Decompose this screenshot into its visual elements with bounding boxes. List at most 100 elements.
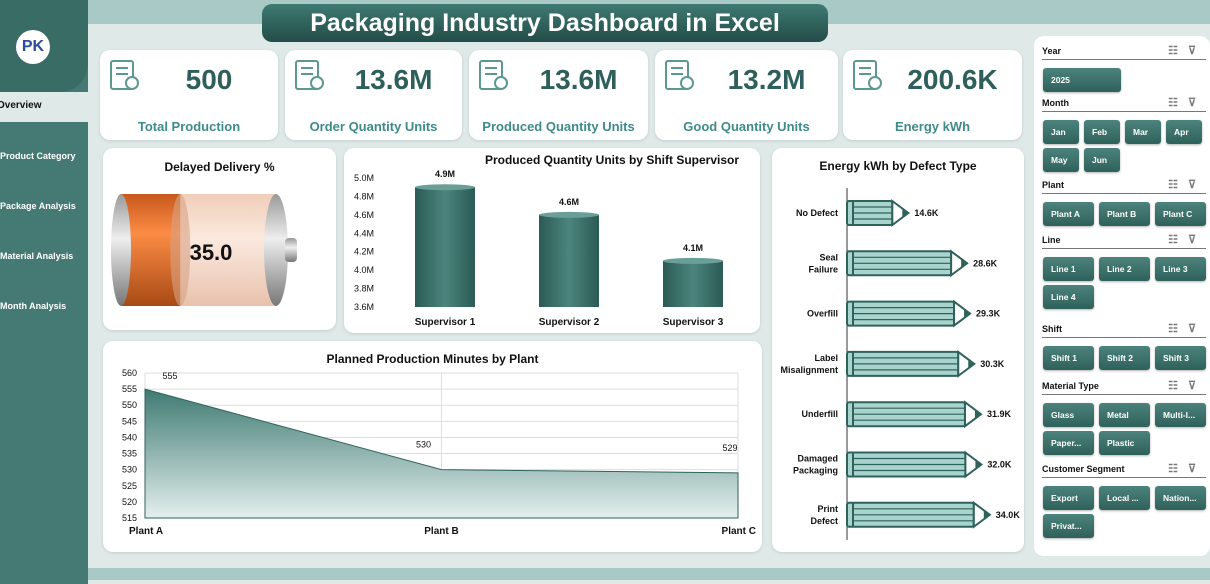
nav-package-analysis[interactable]: Package Analysis (0, 201, 88, 211)
network-icon (479, 60, 508, 90)
nav-label: Package Analysis (0, 201, 76, 211)
slicer-button[interactable]: Plant B (1099, 202, 1150, 226)
clear-filter-icon[interactable]: ⊽ (1187, 179, 1206, 191)
nav-material-analysis[interactable]: Material Analysis (0, 251, 88, 261)
category-label: Packaging (793, 466, 838, 476)
kpi-card: 13.6M Order Quantity Units (285, 50, 462, 140)
slicer-button[interactable]: May (1043, 148, 1079, 172)
slicer-button[interactable]: Feb (1084, 120, 1120, 144)
y-tick-label: 530 (122, 465, 137, 475)
y-tick-label: 4.2M (354, 247, 374, 257)
checklist-icon (110, 60, 139, 90)
slicer-button[interactable]: 2025 (1043, 68, 1121, 92)
slicer-button[interactable]: Shift 2 (1099, 346, 1150, 370)
clear-filter-icon[interactable]: ⊽ (1187, 45, 1206, 57)
clear-filter-icon[interactable]: ⊽ (1187, 323, 1206, 335)
slicer-button[interactable]: Shift 1 (1043, 346, 1094, 370)
slicer-button[interactable]: Nation... (1155, 486, 1206, 510)
delayed-title: Delayed Delivery % (164, 160, 275, 174)
y-tick-label: 3.6M (354, 302, 374, 312)
slicer-button[interactable]: Plastic (1099, 431, 1150, 455)
data-label: 30.3K (980, 359, 1005, 369)
multi-select-icon[interactable]: ☷ (1168, 45, 1188, 57)
bottom-strip (88, 568, 1210, 580)
multi-select-icon[interactable]: ☷ (1168, 323, 1188, 335)
clear-filter-icon[interactable]: ⊽ (1187, 380, 1206, 392)
nav-overview[interactable]: Overview (0, 92, 88, 122)
data-label: 529 (722, 443, 737, 453)
slicer-button[interactable]: Line 3 (1155, 257, 1206, 281)
multi-select-icon[interactable]: ☷ (1168, 97, 1188, 109)
kpi-label: Energy kWh (894, 119, 971, 134)
data-label: 4.9M (435, 169, 455, 179)
data-label: 29.3K (976, 309, 1001, 319)
slicer-title: Line (1042, 235, 1061, 245)
battery-fill-edge (170, 194, 191, 306)
nav-product-category[interactable]: Product Category (0, 151, 88, 161)
slicer-button[interactable]: Multi-l... (1155, 403, 1206, 427)
slicer-button[interactable]: Jan (1043, 120, 1079, 144)
clear-filter-icon[interactable]: ⊽ (1187, 234, 1206, 246)
slicer-panel: Year ☷⊽ 2025 Month ☷⊽ Jan Feb Mar Apr May Jun Plant… (1034, 36, 1210, 556)
pencil-point (964, 309, 971, 318)
y-tick-label: 4.6M (354, 210, 374, 220)
kpi-card: 13.6M Produced Quantity Units (469, 50, 648, 140)
kpi-label: Good Quantity Units (683, 119, 810, 134)
slicer-title: Year (1042, 46, 1062, 56)
category-label: Underfill (801, 409, 838, 419)
data-label: 34.0K (996, 510, 1021, 520)
slicer-header: Shift ☷⊽ (1042, 323, 1206, 338)
slicer-button[interactable]: Paper... (1043, 431, 1094, 455)
y-tick-label: 560 (122, 368, 137, 378)
clear-filter-icon[interactable]: ⊽ (1187, 97, 1206, 109)
bar (663, 260, 723, 307)
bar-top (415, 184, 475, 191)
pencil-tip (957, 349, 976, 378)
slicer-button[interactable]: Metal (1099, 403, 1150, 427)
dashboard-title: Packaging Industry Dashboard in Excel (262, 4, 828, 42)
data-label: 32.0K (987, 460, 1012, 470)
data-label: 555 (162, 371, 177, 381)
slicer-button[interactable]: Line 2 (1099, 257, 1150, 281)
y-tick-label: 545 (122, 416, 137, 426)
delayed-value: 35.0 (190, 240, 233, 265)
slicer-button[interactable]: Plant A (1043, 202, 1094, 226)
slicer-button[interactable]: Privat... (1043, 514, 1094, 538)
multi-select-icon[interactable]: ☷ (1168, 463, 1188, 475)
slicer-button[interactable]: Export (1043, 486, 1094, 510)
slicer-button[interactable]: Local ... (1099, 486, 1150, 510)
x-tick-label: Supervisor 3 (663, 317, 724, 328)
multi-select-icon[interactable]: ☷ (1168, 234, 1188, 246)
data-label: 14.6K (914, 208, 939, 218)
slicer-button[interactable]: Mar (1125, 120, 1161, 144)
nav-label: Overview (0, 100, 42, 111)
multi-select-icon[interactable]: ☷ (1168, 179, 1188, 191)
data-label: 31.9K (987, 409, 1012, 419)
slicer-button[interactable]: Glass (1043, 403, 1094, 427)
slicer-title: Material Type (1042, 381, 1099, 391)
category-label: Defect (810, 516, 838, 526)
slicer-button[interactable]: Line 1 (1043, 257, 1094, 281)
nav-month-analysis[interactable]: Month Analysis (0, 301, 88, 311)
y-tick-label: 540 (122, 432, 137, 442)
logo: PK (16, 30, 50, 64)
slicer-button[interactable]: Jun (1084, 148, 1120, 172)
slicer-button[interactable]: Apr (1166, 120, 1202, 144)
multi-select-icon[interactable]: ☷ (1168, 380, 1188, 392)
slicer-header: Material Type ☷⊽ (1042, 380, 1206, 395)
clear-filter-icon[interactable]: ⊽ (1187, 463, 1206, 475)
supervisor-chart-card: Produced Quantity Units by Shift Supervi… (344, 148, 760, 333)
category-label: Misalignment (780, 365, 838, 375)
slicer-button[interactable]: Plant C (1155, 202, 1206, 226)
slicer-button[interactable]: Line 4 (1043, 285, 1094, 309)
kpi-label: Order Quantity Units (309, 119, 438, 134)
plant-area-chart: 515 520 525 530 535 540 545 550 555 560 555 Plant A… (122, 368, 756, 537)
slicer-button[interactable]: Shift 3 (1155, 346, 1206, 370)
bar-top (663, 257, 723, 264)
plant-chart-title: Planned Production Minutes by Plant (326, 352, 539, 366)
data-label: 4.6M (559, 197, 579, 207)
energy-icon (853, 60, 882, 90)
slicer-title: Customer Segment (1042, 464, 1125, 474)
defect-bar-chart: 14.6K No Defect 28.6K Seal Failure 29.3K Overf… (780, 188, 1021, 540)
kpi-value: 13.2M (727, 64, 806, 95)
